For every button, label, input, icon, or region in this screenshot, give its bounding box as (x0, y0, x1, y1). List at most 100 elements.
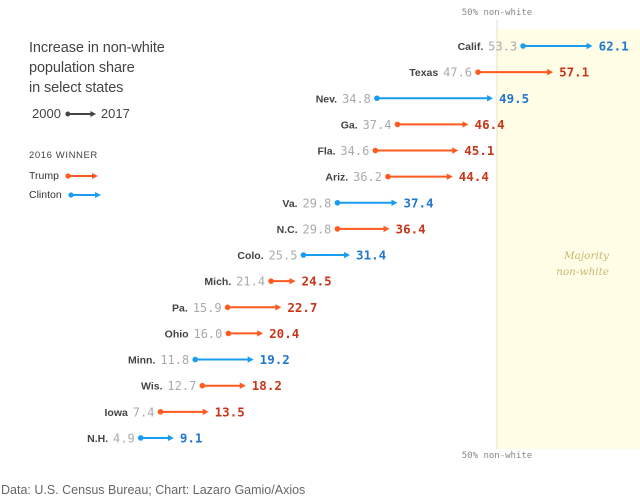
end-arrowhead (391, 199, 398, 206)
start-dot (224, 304, 231, 311)
end-value-label: 46.4 (475, 117, 505, 132)
end-value-label: 22.7 (287, 300, 317, 315)
end-arrowhead (257, 330, 264, 337)
state-label: Ohio (165, 328, 189, 340)
chart-title-line-3: in select states (29, 80, 124, 96)
chart-title-line-2: population share (29, 60, 135, 76)
start-value-label: 47.6 (443, 66, 472, 80)
state-label: Ariz. (325, 172, 348, 184)
end-arrowhead (547, 68, 554, 76)
state-label: Nev. (316, 93, 337, 105)
start-dot (137, 435, 144, 441)
legend-label-trump: Trump (29, 170, 59, 182)
start-value-label: 37.4 (363, 118, 392, 132)
start-dot (475, 69, 481, 75)
start-dot (192, 356, 199, 363)
end-value-label: 13.5 (215, 404, 245, 419)
state-label: Fla. (317, 146, 335, 158)
legend-item-clinton: Clinton (29, 189, 102, 201)
start-dot (268, 278, 274, 284)
end-arrowhead (239, 382, 246, 389)
end-arrowhead (202, 408, 209, 416)
chart-title-line-1: Increase in non-white (29, 40, 165, 56)
end-value-label: 20.4 (269, 326, 299, 341)
end-arrowhead (247, 356, 254, 363)
start-value-label: 21.4 (236, 275, 265, 289)
state-row-minn: Minn. 11.8 19.2 (128, 352, 290, 367)
end-value-label: 19.2 (260, 352, 290, 367)
state-rows: Calif. 53.3 62.1 Texas 47.6 57.1 Nev. 34.8 49.5 G… (87, 39, 629, 446)
state-row-va: Va. 29.8 37.4 (282, 195, 433, 210)
state-row-ga: Ga. 37.4 46.4 (341, 117, 505, 132)
start-dot (199, 382, 206, 389)
start-value-label: 29.8 (303, 196, 332, 210)
state-row-mich: Mich. 21.4 24.5 (204, 274, 331, 289)
end-arrowhead (344, 251, 351, 259)
band-label-line-1: Majority (563, 250, 610, 262)
threshold-label-bottom: 50% non-white (462, 451, 532, 461)
end-value-label: 49.5 (499, 91, 529, 106)
year-key-end: 2017 (100, 106, 130, 121)
state-row-nh: N.H. 4.9 9.1 (87, 430, 202, 445)
state-label: Va. (282, 198, 297, 210)
start-dot (385, 173, 391, 180)
start-dot (334, 226, 341, 232)
source-note: Data: U.S. Census Bureau; Chart: Lazaro … (1, 483, 306, 497)
start-dot (372, 147, 379, 154)
end-value-label: 45.1 (464, 143, 494, 158)
state-label: N.C. (277, 224, 298, 236)
start-value-label: 4.9 (113, 431, 135, 445)
start-value-label: 34.8 (342, 92, 371, 106)
start-dot (157, 409, 164, 415)
state-label: Ga. (341, 119, 358, 131)
majority-band (497, 29, 640, 449)
state-row-pa: Pa. 15.9 22.7 (172, 300, 317, 315)
state-row-ariz: Ariz. 36.2 44.4 (325, 169, 488, 184)
end-arrowhead (452, 147, 459, 154)
start-value-label: 34.6 (340, 144, 369, 158)
state-row-fla: Fla. 34.6 45.1 (317, 143, 494, 158)
start-value-label: 25.5 (269, 249, 298, 263)
end-value-label: 36.4 (396, 221, 426, 236)
end-arrowhead (462, 121, 469, 128)
state-row-wis: Wis. 12.7 18.2 (141, 378, 282, 393)
end-arrowhead (167, 434, 174, 442)
end-arrowhead (289, 277, 296, 285)
legend-arrow-trump-icon (65, 173, 98, 179)
end-value-label: 57.1 (559, 65, 589, 80)
end-arrowhead (383, 225, 390, 233)
state-row-colo: Colo. 25.5 31.4 (237, 248, 386, 263)
state-label: Texas (409, 67, 438, 79)
end-arrowhead (275, 304, 282, 311)
start-value-label: 36.2 (353, 170, 382, 184)
state-label: Iowa (105, 407, 128, 419)
end-arrowhead (446, 173, 453, 180)
year-key: 2000 2017 (32, 106, 130, 121)
state-label: Minn. (128, 355, 155, 367)
state-row-ohio: Ohio 16.0 20.4 (165, 326, 300, 341)
state-row-nc: N.C. 29.8 36.4 (277, 221, 426, 236)
end-value-label: 31.4 (356, 248, 386, 263)
start-value-label: 16.0 (193, 327, 222, 341)
state-row-texas: Texas 47.6 57.1 (409, 65, 589, 80)
state-label: Mich. (204, 276, 231, 288)
end-arrowhead (586, 42, 593, 50)
end-arrowhead (487, 95, 494, 102)
start-value-label: 29.8 (303, 222, 332, 236)
start-value-label: 12.7 (167, 379, 196, 393)
legend-item-trump: Trump (29, 170, 99, 182)
state-row-nev: Nev. 34.8 49.5 (316, 91, 529, 106)
end-value-label: 24.5 (302, 274, 332, 289)
start-dot (394, 121, 401, 128)
state-label: Colo. (237, 250, 263, 262)
start-dot (225, 330, 232, 337)
state-label: Calif. (458, 41, 484, 53)
year-key-arrow-icon (65, 110, 96, 117)
end-value-label: 44.4 (459, 169, 489, 184)
start-value-label: 53.3 (488, 40, 517, 54)
band-label-line-2: non-white (556, 266, 609, 278)
state-label: N.H. (87, 433, 108, 445)
end-value-label: 62.1 (599, 39, 629, 54)
end-value-label: 18.2 (252, 378, 282, 393)
